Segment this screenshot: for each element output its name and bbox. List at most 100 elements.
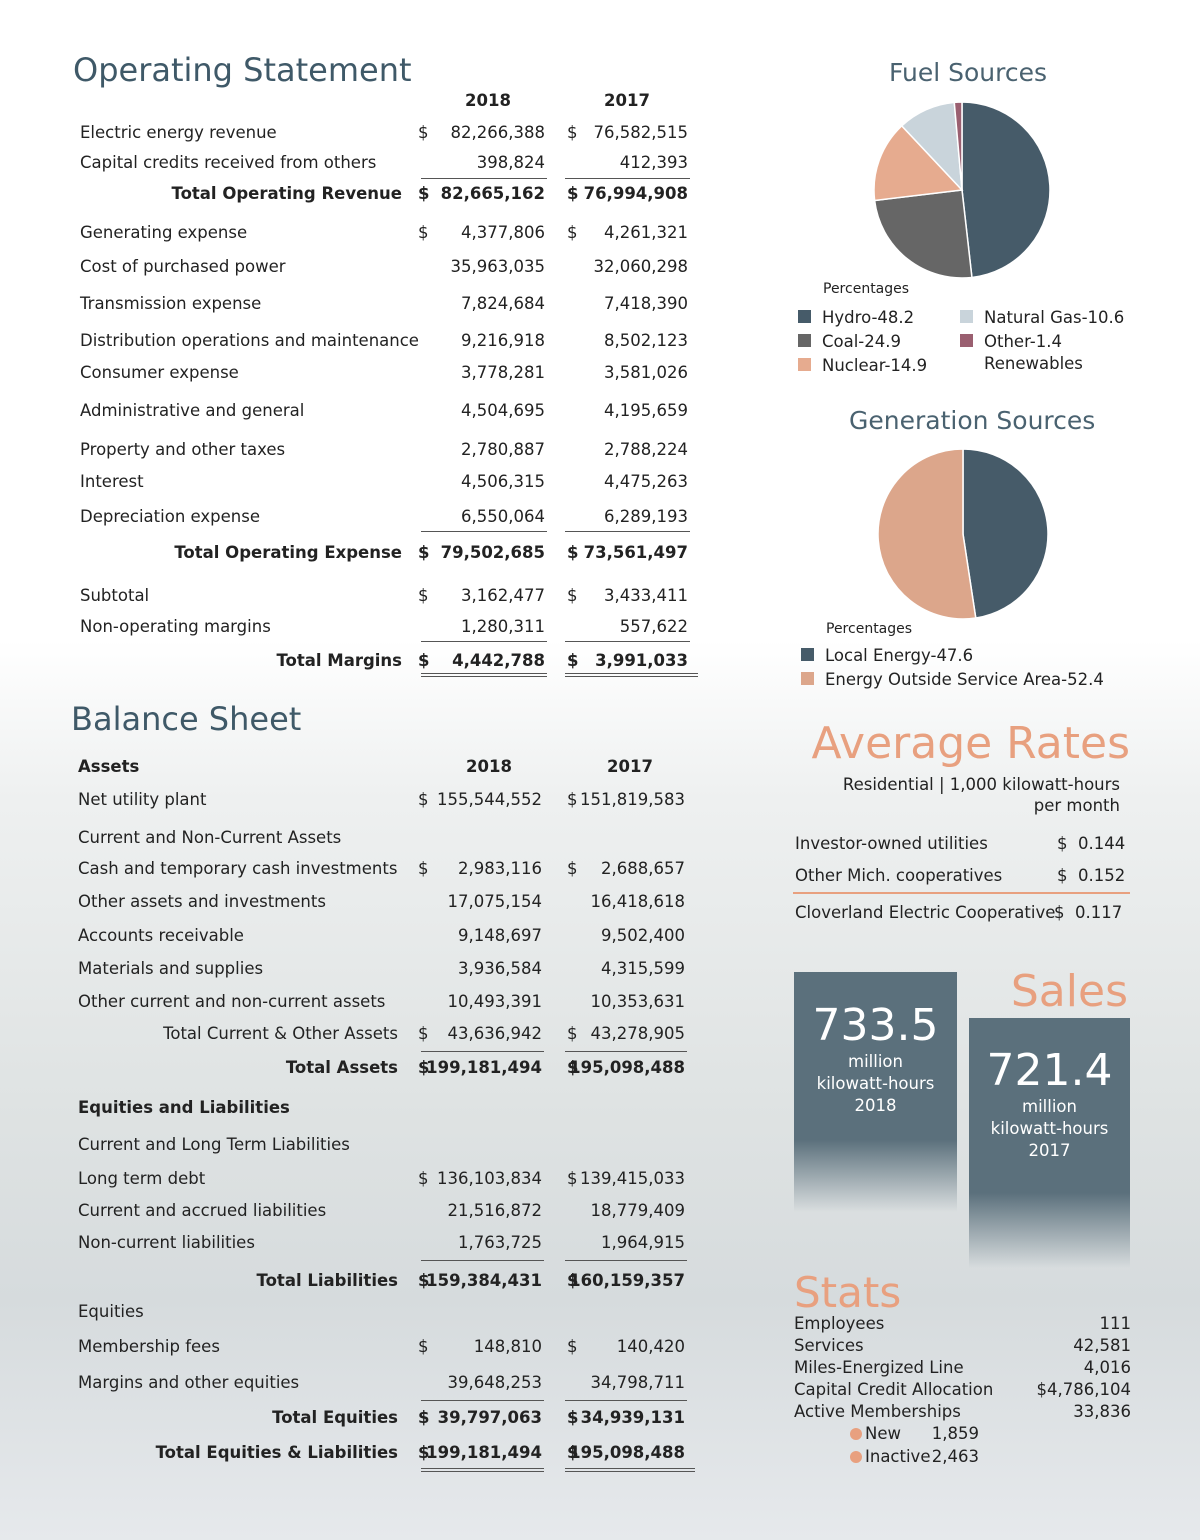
value: 9,216,918 [461, 330, 545, 350]
value: 9,502,400 [601, 925, 685, 945]
legend-label: Hydro-48.2 [822, 308, 915, 327]
currency: $ [567, 1336, 578, 1356]
stat-value: 42,581 [1073, 1335, 1131, 1355]
rule [565, 531, 690, 532]
value: 3,581,026 [604, 362, 688, 382]
rule [565, 178, 690, 179]
value: 16,418,618 [590, 891, 685, 911]
row-label: Current and Long Term Liabilities [78, 1134, 350, 1154]
stat-value: 2,463 [931, 1446, 979, 1466]
sales-year: 2018 [854, 1095, 897, 1115]
legend-swatch [798, 358, 811, 371]
row-label: Distribution operations and maintenance [80, 330, 419, 350]
value: 39,797,063 [437, 1407, 542, 1427]
currency: $ [418, 1023, 429, 1043]
value: 21,516,872 [447, 1200, 542, 1220]
year-header: 2017 [604, 90, 650, 110]
value: 1,280,311 [461, 616, 545, 636]
row-label: Current and accrued liabilities [78, 1200, 327, 1220]
rule [565, 1051, 687, 1052]
value: 140,420 [616, 1336, 685, 1356]
value: 3,162,477 [461, 585, 545, 605]
currency: $ [567, 1442, 579, 1462]
bullet [850, 1428, 862, 1440]
value: 34,798,711 [590, 1372, 685, 1392]
pie-slice [953, 101, 963, 191]
rate-value: $ 0.144 [1057, 833, 1126, 853]
section-title: Sales [1010, 966, 1128, 1017]
row-label: Property and other taxes [80, 439, 286, 459]
sales-unit: million [1022, 1096, 1077, 1116]
value: 18,779,409 [590, 1200, 685, 1220]
rule [421, 641, 547, 642]
legend-swatch [798, 334, 811, 347]
sales-year: 2017 [1028, 1140, 1071, 1160]
currency: $ [418, 1168, 429, 1188]
sales-value: 721.4 [986, 1045, 1113, 1096]
section-title: Operating Statement [73, 51, 412, 89]
section-title: Balance Sheet [71, 700, 302, 738]
currency: $ [418, 1407, 430, 1427]
pie-slice [962, 448, 1049, 619]
currency: $ [418, 1057, 430, 1077]
row-label: Current and Non-Current Assets [78, 827, 342, 847]
row-label: Total Operating Revenue [171, 183, 403, 203]
stat-label: Services [794, 1335, 864, 1355]
sales-box [969, 1018, 1130, 1268]
currency: $ [567, 1270, 579, 1290]
legend-swatch [798, 310, 811, 323]
row-label: Equities [78, 1301, 144, 1321]
year-header: 2018 [466, 756, 512, 776]
currency: $ [418, 650, 430, 670]
value: 159,384,431 [426, 1270, 542, 1290]
value: 34,939,131 [580, 1407, 685, 1427]
sales-box [794, 972, 957, 1212]
stat-value: 1,859 [931, 1423, 979, 1443]
legend-label: Local Energy-47.6 [825, 646, 974, 665]
value: 82,266,388 [450, 122, 545, 142]
stat-label: Miles-Energized Line [794, 1357, 964, 1377]
rate-value: $ 0.152 [1057, 865, 1126, 885]
value: 7,418,390 [604, 293, 688, 313]
rate-value: $ 0.117 [1054, 902, 1123, 922]
currency: $ [567, 789, 578, 809]
value: 4,315,599 [601, 958, 685, 978]
value: 3,991,033 [595, 650, 688, 670]
value: 4,195,659 [604, 400, 688, 420]
value: 2,780,887 [461, 439, 545, 459]
stat-value: 4,016 [1083, 1357, 1131, 1377]
value: 43,636,942 [447, 1023, 542, 1043]
currency: $ [418, 858, 429, 878]
row-label: Total Margins [276, 650, 402, 670]
value: 6,289,193 [604, 506, 688, 526]
value: 136,103,834 [437, 1168, 542, 1188]
value: 1,763,725 [458, 1232, 542, 1252]
value: 2,983,116 [458, 858, 542, 878]
value: 199,181,494 [426, 1442, 542, 1462]
row-label: Cash and temporary cash investments [78, 858, 398, 878]
stat-label: Capital Credit Allocation [794, 1379, 994, 1399]
stat-value: 111 [1099, 1313, 1132, 1333]
value: 39,648,253 [447, 1372, 542, 1392]
legend-label: Other-1.4 Renewables [984, 332, 1083, 373]
year-header: 2017 [607, 756, 653, 776]
row-label: Cost of purchased power [80, 256, 286, 276]
currency: $ [567, 1057, 579, 1077]
currency: $ [567, 1407, 579, 1427]
currency: $ [567, 1023, 578, 1043]
value: 4,504,695 [461, 400, 545, 420]
currency: $ [418, 542, 430, 562]
value: 398,824 [476, 152, 545, 172]
value: 4,377,806 [461, 222, 545, 242]
value: 139,415,033 [580, 1168, 685, 1188]
value: 43,278,905 [590, 1023, 685, 1043]
value: 8,502,123 [604, 330, 688, 350]
row-label: Assets [78, 756, 140, 776]
row-label: Other current and non-current assets [78, 991, 386, 1011]
rate-label: Investor-owned utilities [795, 833, 988, 853]
legend-title: Percentages [826, 621, 913, 637]
rule [565, 641, 690, 642]
row-label: Electric energy revenue [80, 122, 277, 142]
